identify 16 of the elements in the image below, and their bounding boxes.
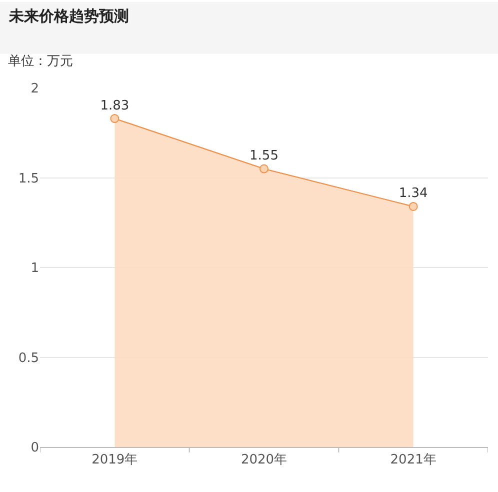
y-tick-label: 0: [30, 440, 39, 456]
data-label: 1.55: [250, 148, 278, 164]
chart-subtitle: 单位：万元: [8, 54, 73, 69]
x-tick-label: 2019年: [92, 452, 138, 468]
x-tick-label: 2020年: [240, 452, 288, 468]
point: [260, 164, 268, 174]
chart-title: 未来价格趋势预测: [8, 7, 129, 25]
y-tick-label: 1: [30, 261, 39, 276]
point: [110, 114, 120, 124]
data-label: 1.34: [398, 186, 428, 202]
y-tick-label: 2: [30, 82, 39, 97]
data-label: 1.83: [100, 98, 130, 114]
y-tick-label: 0.5: [18, 350, 39, 366]
x-tick-label: 2021年: [390, 452, 436, 468]
y-tick-label: 1.5: [18, 171, 39, 186]
point: [408, 202, 418, 211]
